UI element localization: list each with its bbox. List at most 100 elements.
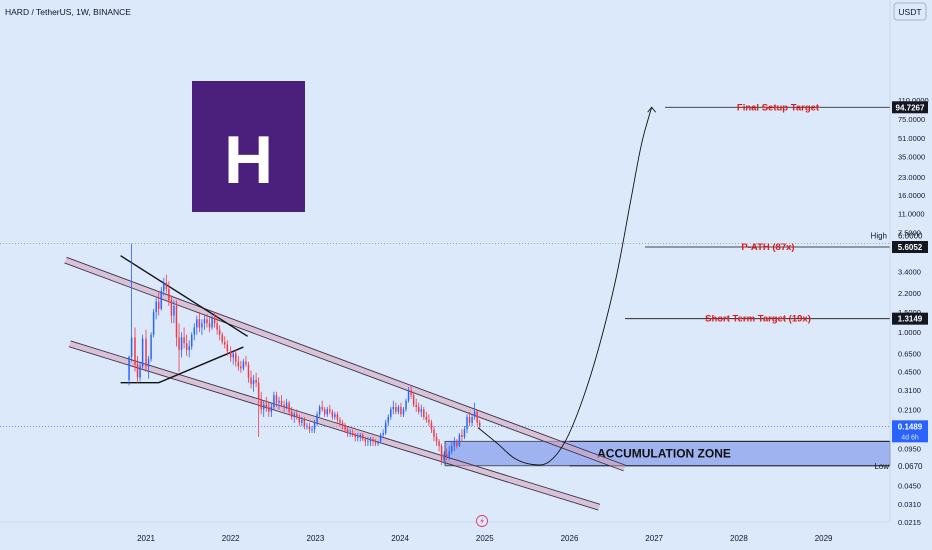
candle-body <box>354 434 356 437</box>
x-tick-label: 2025 <box>476 534 494 543</box>
candle-body <box>336 414 339 420</box>
candle-body <box>173 305 175 316</box>
currency-button[interactable]: USDT <box>893 2 927 21</box>
candle-body <box>185 343 188 350</box>
candle-body <box>395 407 397 412</box>
accumulation-zone: ACCUMULATION ZONE <box>444 440 891 467</box>
y-tick-label: 0.0310 <box>898 500 921 509</box>
candle-body <box>235 353 237 362</box>
candle-body <box>367 441 369 443</box>
candle-body <box>208 323 211 328</box>
p-ath-label: P-ATH (87x) <box>741 242 794 253</box>
channel-lower-edge-a <box>68 346 599 511</box>
candle-body <box>229 351 232 358</box>
candle-body <box>349 433 351 434</box>
y-tick-label: 110.0000 <box>898 96 929 105</box>
candle-body <box>433 429 435 437</box>
candle-body <box>257 382 260 399</box>
current-price-tag <box>892 420 928 443</box>
candle-body <box>145 338 147 367</box>
candle-body <box>306 425 308 427</box>
p-ath-price: 5.6052 <box>898 243 923 252</box>
candle-body <box>216 323 218 330</box>
flash-event-icon[interactable] <box>476 515 488 527</box>
high-value: 6.0000 <box>898 232 923 241</box>
candle-body <box>260 398 262 410</box>
candle-body <box>451 446 453 452</box>
currency-button-label[interactable]: USDT <box>898 7 921 17</box>
candle-body <box>369 439 372 442</box>
target-final: Final Setup Target <box>665 102 890 113</box>
y-tick-label: 0.6500 <box>898 349 921 358</box>
candle-body <box>141 338 144 367</box>
y-tick-label: 16.0000 <box>898 191 925 200</box>
candle-body <box>438 441 440 446</box>
candle-body <box>382 433 384 435</box>
candle-body <box>262 404 265 410</box>
candle-body <box>293 414 295 417</box>
candle-body <box>206 319 208 324</box>
currency-button-frame[interactable] <box>893 2 927 21</box>
final-target-price-tag <box>892 101 928 114</box>
triangle-pattern <box>120 255 249 384</box>
candle-body <box>211 317 213 328</box>
short-term-price: 1.3149 <box>898 315 923 324</box>
candle-body <box>384 422 387 434</box>
candle-body <box>412 395 415 405</box>
logo-box <box>192 81 305 212</box>
candle-body <box>303 419 306 426</box>
candle-body <box>218 329 221 335</box>
candle-body <box>163 283 165 292</box>
candle-body <box>130 337 133 357</box>
candle-body <box>313 422 316 430</box>
target-p-ath: P-ATH (87x) <box>645 242 890 253</box>
candle-body <box>420 409 423 412</box>
p-ath-price-tag <box>892 241 928 254</box>
y-axis-ticks: 110.0000 75.0000 51.0000 35.0000 23.0000 16.0… <box>898 96 929 527</box>
candle-body <box>285 402 288 408</box>
candle-body <box>134 337 136 365</box>
time-scale[interactable]: 2021 2022 2023 2024 2025 2026 2027 2028 2029 <box>0 521 890 543</box>
lightning-icon <box>480 517 484 525</box>
hard-logo: H <box>192 81 305 212</box>
candle-body <box>245 361 247 365</box>
candle-body <box>344 425 346 430</box>
y-tick-label: 0.4500 <box>898 368 921 377</box>
candle-body <box>387 416 389 423</box>
target-short-term: Short Term Target (19x) <box>625 314 890 325</box>
x-tick-label: 2026 <box>561 534 579 543</box>
candle-body <box>430 422 433 430</box>
candle-body <box>170 300 173 316</box>
y-tick-label: 7.5000 <box>898 229 921 238</box>
short-term-price-tag <box>892 312 928 325</box>
y-tick-label: 75.0000 <box>898 115 925 124</box>
y-tick-label: 51.0000 <box>898 134 925 143</box>
logo-letter: H <box>224 122 273 198</box>
candle-body <box>203 319 206 324</box>
candle-body <box>273 395 275 408</box>
candle-body <box>193 327 196 335</box>
y-tick-label: 35.0000 <box>898 152 925 161</box>
candle-body <box>453 441 456 446</box>
candle-body <box>178 337 180 350</box>
candle-body <box>461 434 463 437</box>
channel-upper-band <box>64 257 626 471</box>
candle-body <box>331 411 334 417</box>
candle-body <box>468 416 471 423</box>
candle-body <box>240 366 242 369</box>
candle-body <box>250 377 252 385</box>
x-tick-label: 2022 <box>222 534 240 543</box>
price-scale[interactable]: USDT 110.0000 75.0000 51.0000 35.0000 23.000… <box>871 0 929 527</box>
candle-body <box>374 441 377 444</box>
low-value: 0.0670 <box>898 462 923 471</box>
candle-body <box>478 422 481 427</box>
candle-countdown: 4d 6h <box>901 434 919 441</box>
y-tick-label: 11.0000 <box>898 210 925 219</box>
candle-body <box>400 407 402 415</box>
candle-body <box>247 364 250 378</box>
short-term-target-label: Short Term Target (19x) <box>705 314 811 325</box>
projection-arrow-head <box>647 106 657 113</box>
candle-body <box>221 334 223 343</box>
low-label: Low <box>874 462 889 471</box>
